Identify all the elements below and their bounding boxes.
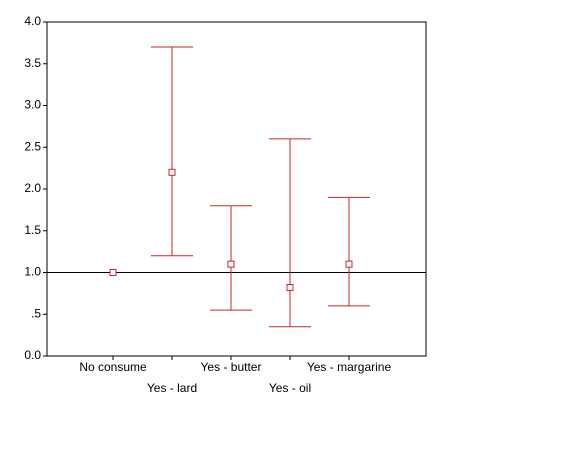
x-tick-label: Yes - lard [147, 381, 197, 395]
y-tick-label: 0.0 [24, 348, 41, 362]
x-tick-label: Yes - oil [269, 381, 311, 395]
y-tick-label: 4.0 [24, 14, 41, 28]
point-marker [345, 260, 353, 268]
y-tick-label: 1.0 [24, 265, 41, 279]
y-tick-label: 3.5 [24, 56, 41, 70]
y-tick-label: .5 [31, 306, 41, 320]
x-tick-label: Yes - margarine [307, 360, 392, 374]
y-tick-label: 3.0 [24, 98, 41, 112]
point-marker [286, 284, 294, 292]
x-tick-label: Yes - butter [201, 360, 262, 374]
point-marker [168, 168, 176, 176]
y-tick-label: 2.0 [24, 181, 41, 195]
point-marker [109, 269, 117, 276]
y-tick-label: 1.5 [24, 223, 41, 237]
y-tick-label: 2.5 [24, 139, 41, 153]
point-marker [227, 260, 235, 268]
x-tick-label: No consume [79, 360, 147, 374]
